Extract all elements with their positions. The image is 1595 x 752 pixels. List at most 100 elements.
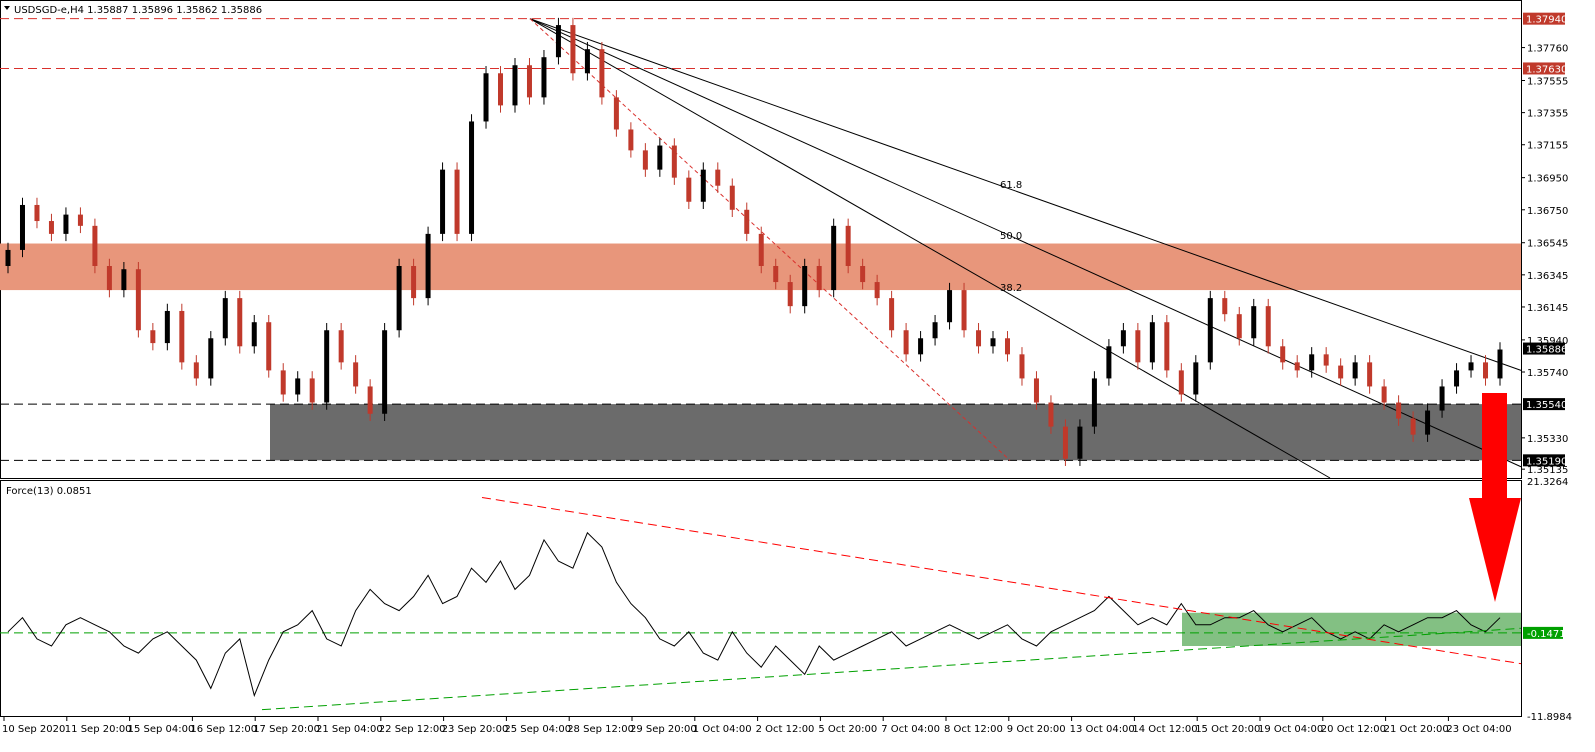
candle-body	[555, 25, 561, 58]
candle-body	[802, 266, 808, 307]
candle-body	[990, 338, 996, 347]
candle-body	[686, 177, 692, 202]
candle-body	[338, 330, 344, 363]
price-panel-frame	[0, 0, 1522, 479]
price-tick-label: 1.37760	[1527, 44, 1568, 55]
candle-body	[889, 298, 895, 331]
fib-label-618: 61.8	[1000, 180, 1022, 191]
candle-body	[1004, 338, 1010, 355]
time-tick-label: 2 Oct 12:00	[756, 724, 815, 735]
price-tick-label: 1.35135	[1527, 465, 1568, 476]
candle-body	[150, 330, 156, 344]
candle-body	[642, 150, 648, 170]
fan-base-line	[529, 18, 1011, 461]
candle-body	[512, 65, 518, 106]
time-tick-label: 7 Oct 04:00	[881, 724, 940, 735]
candle-body	[947, 290, 953, 323]
candle-body	[1106, 346, 1112, 379]
fan-line	[529, 18, 1522, 371]
candle-body	[744, 209, 750, 234]
fibonacci-fan	[529, 18, 1522, 479]
support-zone	[270, 404, 1521, 461]
candle-body	[570, 25, 576, 74]
candle-body	[34, 204, 40, 222]
candle-body	[1381, 386, 1387, 403]
candle-body	[280, 370, 286, 395]
time-tick-label: 17 Sep 20:00	[253, 724, 320, 735]
price-tick-label: 1.36145	[1527, 303, 1568, 314]
candle-body	[1439, 386, 1445, 411]
candle-body	[1323, 354, 1329, 366]
time-tick-label: 15 Oct 20:00	[1195, 724, 1260, 735]
candle-body	[976, 330, 982, 347]
time-tick-label: 19 Oct 04:00	[1258, 724, 1323, 735]
candle-body	[1265, 306, 1271, 347]
collapse-triangle-icon[interactable]	[4, 6, 10, 10]
candle-body	[411, 266, 417, 299]
candle-body	[599, 49, 605, 98]
zones-layer	[0, 243, 1521, 646]
time-tick-label: 1 Oct 04:00	[693, 724, 752, 735]
time-tick-label: 23 Sep 20:00	[442, 724, 509, 735]
candle-body	[715, 169, 721, 186]
candle-body	[222, 298, 228, 339]
candle-body	[324, 330, 330, 403]
levels-layer	[0, 18, 1521, 634]
level-label: 1.37940	[1526, 15, 1567, 26]
time-tick-label: 10 Sep 2020	[2, 724, 65, 735]
force-panel-frame	[0, 480, 1522, 717]
force-support-line	[261, 627, 1522, 711]
candle-body	[1367, 362, 1373, 387]
chart-title: USDSGD-e,H4 1.35887 1.35896 1.35862 1.35…	[14, 5, 262, 16]
time-tick-label: 28 Sep 12:00	[567, 724, 634, 735]
force-line	[7, 531, 1501, 698]
price-tick-label: 1.37155	[1527, 141, 1568, 152]
candle-body	[1468, 362, 1474, 371]
candle-body	[208, 338, 214, 379]
candle-body	[657, 145, 663, 170]
time-tick-label: 16 Sep 12:00	[190, 724, 257, 735]
current-price-label: 1.35886	[1526, 345, 1567, 356]
force-tick-label: 21.3264	[1527, 477, 1568, 488]
candle-body	[787, 282, 793, 307]
current-price-badge	[1523, 342, 1565, 355]
candle-body	[63, 214, 69, 234]
candle-body	[353, 362, 359, 387]
candle-body	[309, 378, 315, 403]
candle-body	[541, 57, 547, 98]
candle-body	[19, 204, 25, 250]
candle-body	[48, 221, 54, 234]
time-tick-label: 22 Sep 12:00	[379, 724, 446, 735]
candle-body	[1251, 306, 1257, 339]
candle-body	[1425, 410, 1431, 435]
candle-body	[193, 362, 199, 379]
time-tick-label: 11 Sep 20:00	[65, 724, 132, 735]
candle-body	[1280, 346, 1286, 363]
candle-body	[671, 145, 677, 178]
level-badge	[1523, 62, 1565, 75]
candle-body	[1483, 362, 1489, 379]
candle-body	[729, 185, 735, 210]
candle-body	[1091, 378, 1097, 427]
time-tick-label: 8 Oct 12:00	[944, 724, 1003, 735]
force-value-badge	[1523, 626, 1563, 639]
candle-body	[483, 73, 489, 122]
candle-body	[961, 290, 967, 331]
candle-body	[1135, 330, 1141, 363]
candle-body	[1019, 354, 1025, 379]
price-axis: 1.37940 1.37630 1.35540 1.35190 1.35886 -0.14…	[1521, 12, 1572, 723]
fan-line	[529, 18, 1522, 468]
candle-body	[121, 269, 127, 291]
candle-body	[584, 49, 590, 74]
candle-body	[1294, 362, 1300, 371]
time-tick-label: 15 Sep 04:00	[128, 724, 195, 735]
time-tick-label: 5 Oct 20:00	[818, 724, 877, 735]
fib-label-382: 38.2	[1000, 283, 1022, 294]
candle-body	[700, 169, 706, 202]
level-label: 1.35540	[1526, 400, 1567, 411]
candle-body	[1410, 418, 1416, 435]
candle-body	[758, 233, 764, 266]
time-tick-label: 21 Oct 20:00	[1384, 724, 1449, 735]
